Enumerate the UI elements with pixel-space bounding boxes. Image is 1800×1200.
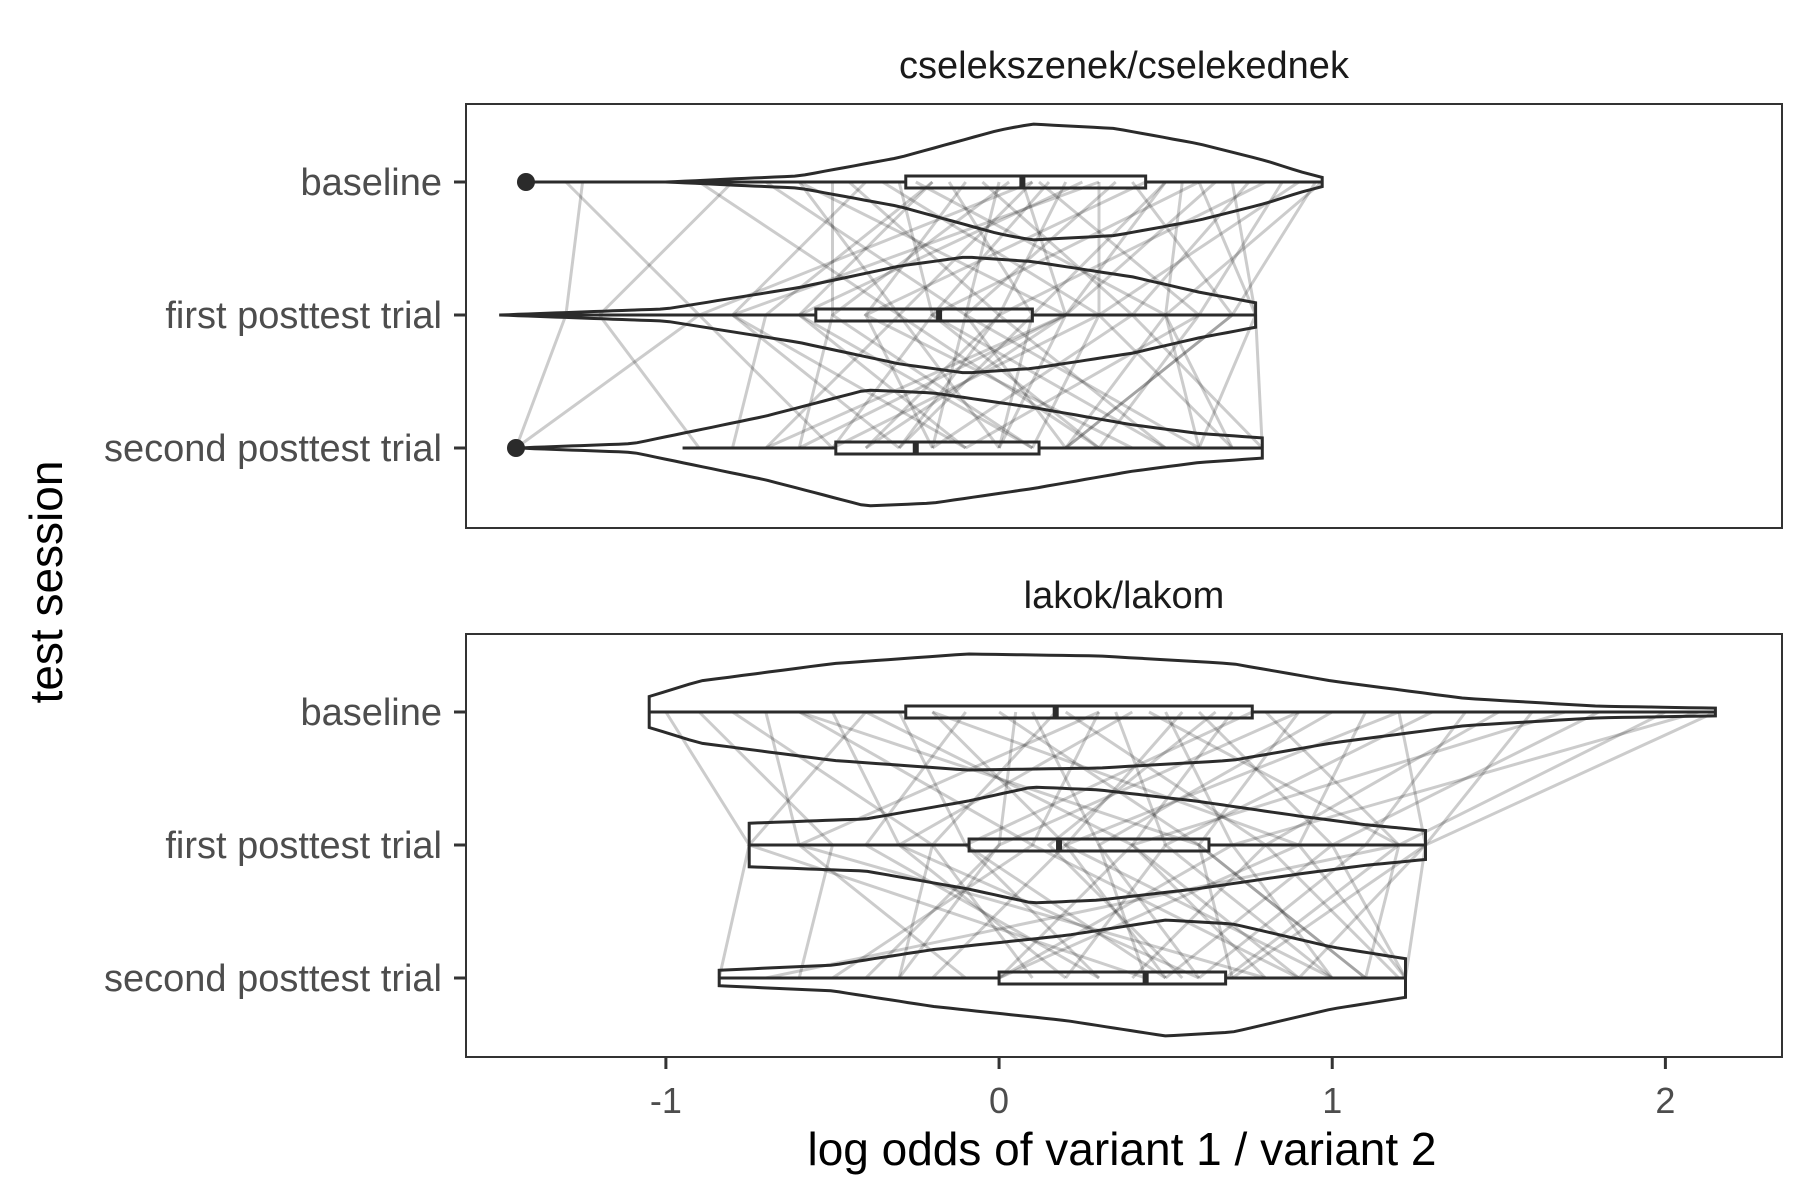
facet-title: lakok/lakom: [1024, 575, 1225, 617]
y-tick-label: second posttest trial: [104, 958, 442, 1000]
outlier-point: [506, 439, 525, 457]
x-axis-title: log odds of variant 1 / variant 2: [807, 1123, 1436, 1175]
subject-line: [996, 180, 1267, 450]
subject-line: [863, 181, 1133, 450]
subject-line: [1030, 711, 1300, 980]
subject-line: [864, 711, 1018, 980]
subject-line: [929, 180, 1200, 450]
y-tick-label: baseline: [300, 162, 442, 204]
subject-line: [865, 710, 1135, 980]
subject-line: [1063, 711, 1333, 980]
box: [814, 307, 1034, 323]
subject-line: [798, 181, 1001, 449]
subject-line: [798, 710, 1036, 980]
subject-line: [963, 180, 1200, 450]
x-tick-label: 2: [1655, 1080, 1675, 1121]
box: [904, 704, 1254, 720]
box: [904, 174, 1148, 190]
y-tick-label: first posttest trial: [165, 295, 442, 337]
subject-line: [1129, 710, 1566, 980]
subject-line: [831, 182, 1034, 450]
subject-line: [764, 180, 968, 449]
subject-line: [897, 710, 1300, 979]
facet-panel: cselekszenek/cselekednek baseline first po…: [104, 45, 1783, 529]
panel-border: [465, 633, 1783, 1058]
x-tick-label: -1: [650, 1080, 682, 1121]
subject-line: [798, 710, 1367, 980]
facet-panel: lakok/lakom baseline first posttest trial s…: [104, 575, 1783, 1058]
subject-line: [1130, 711, 1267, 980]
subject-line: [1196, 711, 1367, 980]
subject-line: [896, 180, 1100, 450]
box: [834, 440, 1041, 456]
violin: [747, 785, 1427, 905]
subject-line: [664, 711, 751, 979]
x-tick-label: 1: [1322, 1080, 1342, 1121]
violin: [647, 652, 1717, 772]
x-tick-label: 0: [989, 1080, 1009, 1121]
subject-line: [1063, 710, 1400, 979]
violin: [515, 388, 1264, 508]
subject-line: [831, 181, 935, 449]
subject-line: [1046, 710, 1217, 980]
subject-line: [1064, 711, 1168, 979]
subject-line: [863, 180, 1147, 449]
subject-line: [897, 181, 1068, 449]
violin: [717, 918, 1407, 1038]
box: [997, 970, 1228, 986]
subject-line: [930, 181, 1167, 450]
subject-line: [848, 180, 1002, 450]
subject-line: [931, 710, 1068, 980]
subject-line: [998, 710, 1234, 979]
y-tick-label: baseline: [300, 692, 442, 734]
subject-line: [1031, 711, 1201, 979]
box: [967, 837, 1211, 853]
y-tick-label: first posttest trial: [165, 825, 442, 867]
subject-line: [964, 181, 1067, 449]
facet-title: cselekszenek/cselekednek: [899, 45, 1350, 87]
y-tick-label: second posttest trial: [104, 428, 442, 470]
y-axis-title: test session: [20, 461, 72, 704]
outlier-point: [516, 173, 535, 191]
